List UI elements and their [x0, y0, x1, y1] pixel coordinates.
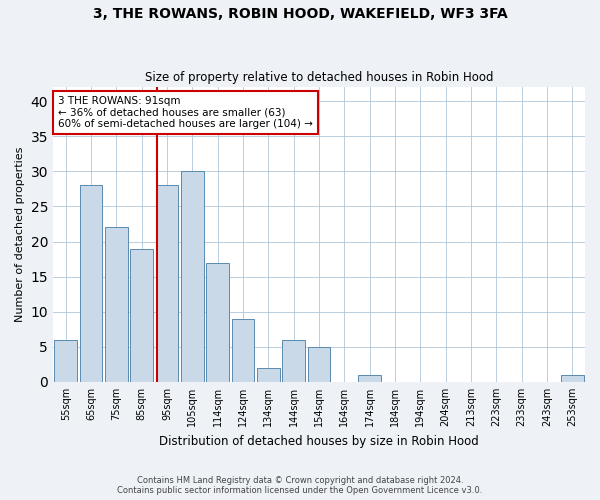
Bar	[130, 248, 153, 382]
Bar	[358, 375, 381, 382]
Bar	[80, 186, 103, 382]
Bar	[155, 186, 178, 382]
Bar	[206, 262, 229, 382]
Bar	[561, 375, 584, 382]
Text: Contains HM Land Registry data © Crown copyright and database right 2024.
Contai: Contains HM Land Registry data © Crown c…	[118, 476, 482, 495]
Bar	[308, 347, 331, 382]
Bar	[282, 340, 305, 382]
Bar	[55, 340, 77, 382]
Bar	[181, 172, 204, 382]
Title: Size of property relative to detached houses in Robin Hood: Size of property relative to detached ho…	[145, 72, 493, 85]
Text: 3 THE ROWANS: 91sqm
← 36% of detached houses are smaller (63)
60% of semi-detach: 3 THE ROWANS: 91sqm ← 36% of detached ho…	[58, 96, 313, 129]
Y-axis label: Number of detached properties: Number of detached properties	[15, 147, 25, 322]
Bar	[232, 318, 254, 382]
Bar	[257, 368, 280, 382]
X-axis label: Distribution of detached houses by size in Robin Hood: Distribution of detached houses by size …	[159, 434, 479, 448]
Text: 3, THE ROWANS, ROBIN HOOD, WAKEFIELD, WF3 3FA: 3, THE ROWANS, ROBIN HOOD, WAKEFIELD, WF…	[92, 8, 508, 22]
Bar	[105, 228, 128, 382]
